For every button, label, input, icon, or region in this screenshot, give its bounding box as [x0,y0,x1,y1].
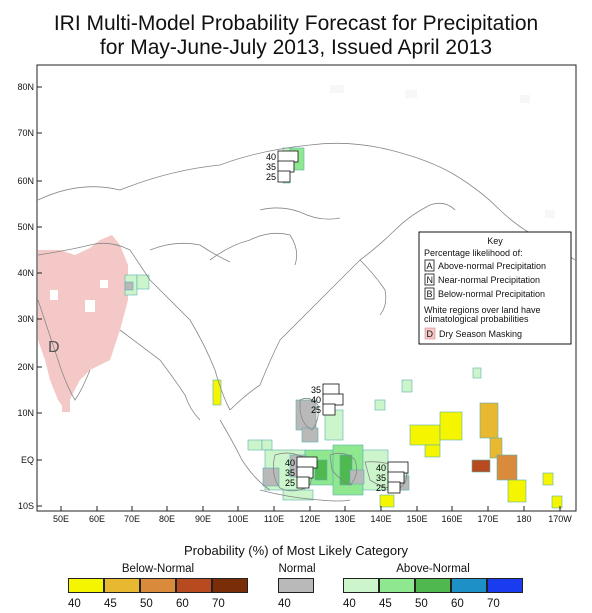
below-normal-cells [212,379,563,509]
legend-title: Probability (%) of Most Likely Category [184,543,408,558]
stack-value: 40 [285,458,295,468]
lat-label: 80N [17,82,34,92]
lon-label: 160E [441,514,462,524]
lon-ticks [60,506,561,511]
dry-season-mask [38,235,128,412]
stack-value: 40 [266,152,276,162]
lon-label: 70E [124,514,140,524]
legend-tick: 45 [379,598,392,610]
key-letter: D [427,329,434,339]
key-row-text: Above-normal Precipitation [438,261,546,271]
lat-label: 20N [17,362,34,372]
lat-label: 60N [17,176,34,186]
legend-swatch [451,578,487,593]
lon-label: 50E [53,514,69,524]
legend-tick: 40 [343,598,356,610]
stack-value: 25 [285,478,295,488]
legend-tick: 50 [415,598,428,610]
legend-below-normal-swatches [68,578,248,593]
legend-swatch [278,578,314,593]
legend-swatch [379,578,415,593]
lon-label: 150E [406,514,427,524]
legend-normal-swatches [278,578,314,593]
legend-swatch [415,578,451,593]
lat-label: 40N [17,268,34,278]
lon-label: 110E [264,514,284,524]
key-row-text: Dry Season Masking [439,329,522,339]
legend-swatch [140,578,176,593]
key-letter: A [427,261,433,271]
stack-value: 25 [311,405,321,415]
lon-label: 120E [299,514,320,524]
key-row-text: Near-normal Precipitation [438,275,540,285]
stack-value: 40 [376,463,386,473]
lat-labels: 80N 70N 60N 50N 40N 30N 20N 10N EQ 10S [17,82,34,511]
key-heading: Key [487,236,503,246]
legend-swatch [343,578,379,593]
stack-value: 40 [311,395,321,405]
legend-swatch [104,578,140,593]
lat-label: 30N [17,314,34,324]
key-note: climatological probabilities [424,314,529,324]
legend-swatch [68,578,104,593]
lon-labels: 50E 60E 70E 80E 90E 100E 110E 120E 130E … [53,514,572,524]
lon-label: 130E [334,514,355,524]
legend-tick: 40 [68,598,81,610]
legend-above-normal-label: Above-Normal [396,563,470,575]
legend-swatch [487,578,523,593]
lon-label: 180 [516,514,531,524]
legend-tick: 50 [140,598,153,610]
lat-label: EQ [21,455,34,465]
key-note: White regions over land have [424,305,541,315]
key-letter: N [427,275,434,285]
legend-swatch [212,578,248,593]
coastlines [37,142,576,502]
probability-stack-new-guinea: 40 35 25 [376,461,409,494]
map-key: Key Percentage likelihood of: A Above-no… [418,231,572,345]
map-title-line1: IRI Multi-Model Probability Forecast for… [53,12,539,35]
lon-label: 170E [477,514,498,524]
stack-value: 25 [266,172,276,182]
stack-value: 35 [266,162,276,172]
stack-value: 35 [285,468,295,478]
lon-label: 170W [548,514,572,524]
legend-tick: 40 [278,598,291,610]
key-subtitle: Percentage likelihood of: [424,248,523,258]
probability-stack-philippines: 35 40 25 [311,383,344,416]
lon-label: 90E [195,514,211,524]
lon-label: 100E [227,514,248,524]
lat-label: 10N [17,408,34,418]
lat-ticks [37,86,42,507]
lat-label: 70N [17,128,34,138]
legend-above-normal-swatches [343,578,523,593]
legend-tick: 70 [487,598,500,610]
legend-swatch [176,578,212,593]
stack-value: 35 [376,473,386,483]
legend-tick: 70 [212,598,225,610]
lat-label: 50N [17,222,34,232]
legend-tick: 45 [104,598,117,610]
map-title-line2: for May-June-July 2013, Issued April 201… [99,36,493,59]
legend-tick: 60 [451,598,464,610]
lon-label: 60E [89,514,105,524]
legend-tick: 60 [176,598,189,610]
stack-value: 25 [376,483,386,493]
key-row-text: Below-normal Precipitation [438,289,545,299]
stack-value: 35 [311,385,321,395]
probability-stack-borneo: 40 35 25 [285,456,318,489]
key-letter: B [427,289,433,299]
legend-normal-label: Normal [278,563,316,575]
lat-label: 10S [18,501,34,511]
lon-label: 140E [370,514,391,524]
legend-below-normal-label: Below-Normal [121,563,195,575]
lon-label: 80E [159,514,175,524]
dry-season-marker: D [48,339,60,356]
probability-stack-siberia: 40 35 25 [266,150,299,183]
